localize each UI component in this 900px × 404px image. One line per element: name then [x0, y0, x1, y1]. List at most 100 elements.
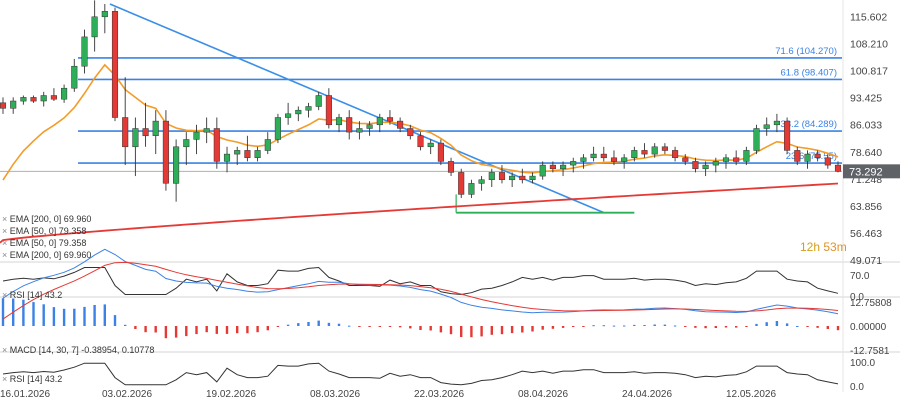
candle-body — [814, 153, 821, 159]
candle-body — [478, 179, 485, 184]
macd-bar — [185, 326, 188, 337]
candle-body — [529, 175, 536, 181]
candle-body — [71, 65, 78, 89]
macd-bar — [592, 325, 595, 327]
candle-0 — [0, 97, 7, 114]
candle-body — [641, 150, 648, 155]
candle-body — [692, 161, 699, 169]
candle-46 — [468, 179, 475, 199]
candle-53 — [539, 161, 546, 180]
candle-45 — [458, 168, 465, 199]
candle-body — [264, 139, 271, 151]
macd-bar — [623, 325, 626, 327]
candle-49 — [498, 165, 506, 184]
macd-bar — [42, 304, 45, 326]
price-tick-0: 115.602 — [850, 11, 887, 23]
candle-body — [712, 161, 719, 166]
candle-body — [539, 164, 546, 177]
candle-23 — [234, 146, 241, 166]
descending-trendline — [109, 3, 605, 214]
macd-line — [2, 248, 839, 315]
macd-bar — [337, 323, 341, 326]
fib-label-2: 38.2 (84.289) — [780, 119, 837, 130]
candle-37 — [376, 113, 383, 133]
candle-body — [672, 150, 679, 158]
date-label-4: 22.03.2026 — [414, 389, 464, 400]
candle-17 — [173, 139, 180, 202]
macd-bar — [653, 324, 656, 326]
candle-body — [101, 11, 108, 18]
candle-42 — [427, 139, 434, 155]
candle-body — [122, 117, 129, 148]
candle-73 — [743, 146, 750, 166]
candle-body — [40, 95, 47, 102]
candle-body — [784, 120, 791, 151]
candle-69 — [702, 161, 709, 177]
rsi2-tick-0: 100.0 — [850, 358, 875, 369]
candle-body — [407, 128, 414, 137]
candle-25 — [254, 146, 261, 162]
rsi1-line — [2, 266, 839, 296]
last-price-value: 73.292 — [849, 166, 883, 178]
candle-body — [580, 157, 587, 162]
candles — [0, 0, 842, 202]
candle-body — [437, 142, 444, 162]
price-tick-4: 86.033 — [850, 120, 882, 132]
candle-51 — [519, 168, 526, 184]
macd-bar — [490, 326, 493, 335]
macd-bar — [22, 299, 25, 326]
candle-72 — [733, 150, 740, 166]
macd-bar — [755, 323, 758, 326]
candle-body — [600, 153, 607, 159]
date-label-6: 24.04.2026 — [622, 389, 672, 400]
macd-bar — [317, 320, 320, 326]
macd-bar — [62, 308, 66, 326]
candle-39 — [397, 117, 404, 133]
candle-57 — [580, 154, 587, 169]
macd-bar — [388, 326, 392, 327]
macd-bar — [510, 326, 514, 334]
candle-8 — [81, 29, 88, 74]
candle-body — [824, 157, 831, 166]
macd-bar — [735, 326, 738, 328]
candle-body — [305, 106, 312, 111]
price-tick-9: 49.071 — [850, 255, 882, 267]
candle-62 — [631, 146, 638, 162]
candle-30 — [305, 102, 312, 118]
macd-bar — [286, 324, 290, 326]
candle-body — [244, 150, 251, 158]
macd-bar — [663, 324, 667, 326]
candle-64 — [651, 143, 658, 158]
macd-bar — [246, 326, 249, 334]
macd-tick-2: -12.7581 — [850, 346, 890, 357]
macd-bar — [470, 326, 473, 338]
macd-bar — [297, 323, 300, 326]
candle-body — [193, 131, 200, 140]
macd-bar — [449, 326, 453, 335]
candle-body — [590, 153, 597, 159]
candle-34 — [346, 110, 353, 140]
macd-bar — [785, 323, 789, 326]
macd-bar — [32, 302, 35, 326]
candle-body — [610, 157, 618, 162]
macd-bar — [561, 326, 565, 328]
candle-48 — [488, 168, 495, 188]
price-tick-7: 63.856 — [850, 201, 882, 213]
macd-bar — [673, 325, 677, 327]
candle-body — [50, 95, 57, 100]
candle-2 — [20, 95, 27, 105]
macd-bar — [582, 326, 585, 327]
candle-body — [111, 11, 119, 118]
macd-bar — [73, 308, 76, 326]
candle-body — [509, 175, 516, 181]
candle-body — [142, 128, 149, 137]
candle-43 — [437, 139, 444, 166]
candle-body — [773, 120, 780, 126]
macd-bar — [816, 326, 819, 328]
candle-63 — [641, 143, 648, 158]
candle-body — [753, 128, 760, 151]
candle-22 — [223, 146, 231, 173]
macd-bar — [796, 326, 799, 327]
candle-body — [733, 157, 740, 162]
candle-79 — [804, 150, 811, 169]
